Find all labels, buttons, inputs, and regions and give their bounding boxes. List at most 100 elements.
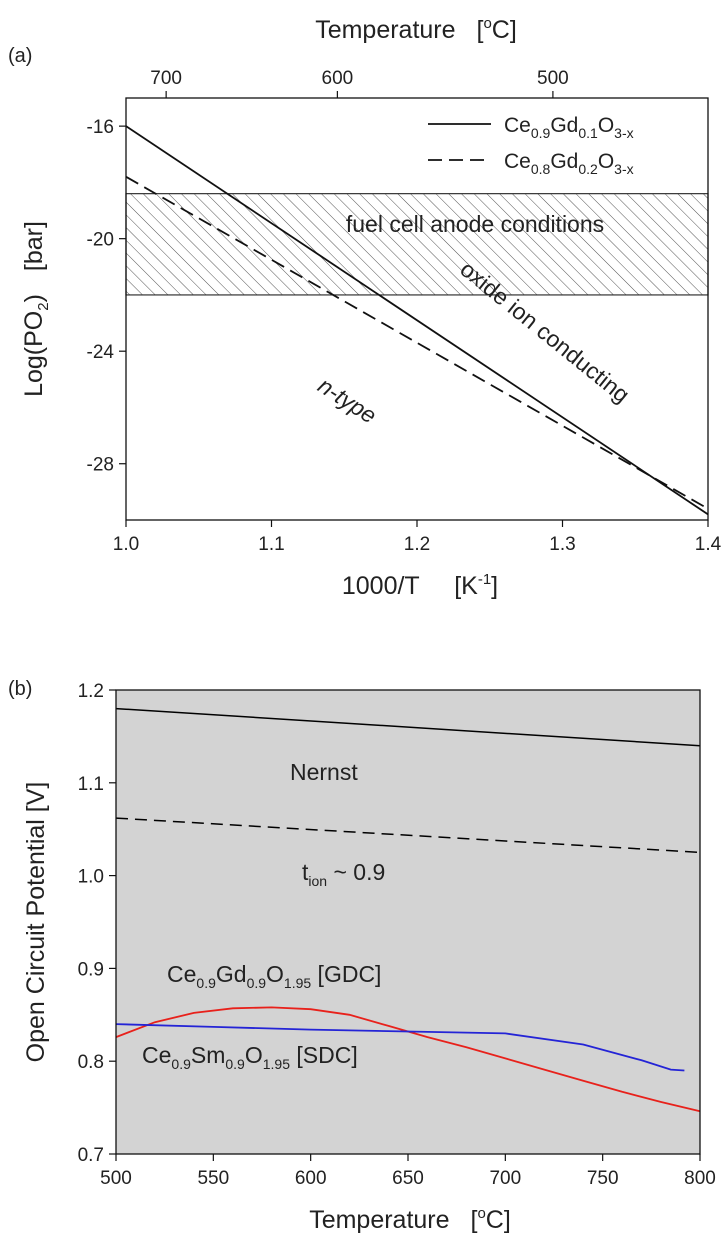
panel-a-top-axis-unit-pre: [ — [477, 16, 484, 44]
label-part: Ce — [504, 114, 531, 137]
label-part: t — [302, 859, 309, 885]
x-tick-label: 600 — [295, 1168, 327, 1189]
panel-b-plot-background — [116, 690, 700, 1154]
panel-a: (a) Temperature [oC] 1.0 1.1 1.2 1.3 1.4 -1 6… — [8, 15, 722, 600]
series-line-sdc — [115, 1023, 685, 1072]
panel-a-x-axis-title: 1000/T [K-1] — [342, 571, 498, 600]
label-tion: tion ~ 0.9 — [302, 859, 385, 889]
panel-b-x-axis-title: Temperature [oC] — [309, 1205, 511, 1234]
panel-a-x-axis-unit-sup: -1 — [478, 571, 491, 588]
label-part: Nernst — [290, 759, 358, 785]
panel-a-top-axis-unit-post: C] — [492, 16, 517, 44]
label-part: Sm — [191, 1042, 226, 1068]
label-part: Ce — [167, 961, 196, 987]
panel-b-x-ticks: 500 550 600 650 700 750 800 — [100, 1154, 716, 1189]
y-tick-label: 0.7 — [78, 1145, 104, 1166]
x-tick-label: 1.4 — [695, 534, 722, 555]
panel-a-x-axis-label: 1000/T — [342, 572, 420, 600]
label-part: Gd — [216, 961, 247, 987]
label-part: O — [598, 150, 614, 173]
panel-b-y-ticks: 0.7 0.8 0.9 1.0 1.1 1.2 — [78, 681, 116, 1166]
x-tick-label: 500 — [100, 1168, 132, 1189]
label-part: 1.95 — [284, 975, 311, 991]
legend-label-ce09gd01: Ce0.9Gd0.1O3-x — [504, 114, 634, 141]
panel-b-x-axis-label: Temperature — [309, 1206, 449, 1234]
x-tick-label: 1.1 — [258, 534, 284, 555]
top-tick-label: 500 — [537, 68, 569, 89]
series-line-ce09gd01 — [125, 125, 709, 516]
panel-a-x-ticks: 1.0 1.1 1.2 1.3 1.4 — [113, 520, 722, 555]
panel-b-x-axis-unit-sup: o — [477, 1205, 485, 1222]
label-part: O — [266, 961, 284, 987]
x-tick-label: 750 — [587, 1168, 619, 1189]
label-part: 1.95 — [263, 1056, 290, 1072]
y-tick-label: 0.8 — [78, 1052, 104, 1073]
label-part: [SDC] — [290, 1042, 358, 1068]
label-part: 0.1 — [578, 125, 598, 141]
anode-conditions-region — [125, 193, 709, 296]
series-line-ce08gd02 — [125, 175, 709, 510]
panel-a-y-axis-title: Log(PO2) [bar] — [20, 221, 52, 397]
panel-a-y-axis-unit: [bar] — [20, 221, 48, 271]
label-part: ion — [308, 873, 327, 889]
x-tick-label: 700 — [489, 1168, 521, 1189]
panel-b-x-axis-unit-pre: [ — [471, 1206, 478, 1234]
label-part: 0.9 — [531, 125, 551, 141]
y-tick-label: -24 — [87, 342, 115, 363]
top-tick-label: 700 — [150, 68, 182, 89]
panel-a-legend: Ce0.9Gd0.1O3-x Ce0.8Gd0.2O3-x — [428, 114, 634, 177]
x-tick-label: 1.2 — [404, 534, 430, 555]
x-tick-label: 1.0 — [113, 534, 139, 555]
panel-a-y-axis-label-sub: 2 — [35, 302, 52, 310]
label-part: 0.9 — [171, 1056, 191, 1072]
label-part: 0.2 — [578, 161, 598, 177]
label-sdc: Ce0.9Sm0.9O1.95 [SDC] — [142, 1042, 358, 1072]
legend-label-ce08gd02: Ce0.8Gd0.2O3-x — [504, 150, 634, 177]
label-part: ~ 0.9 — [327, 859, 385, 885]
panel-a-y-axis-label-prefix: Log(PO — [20, 311, 48, 397]
label-part: Gd — [550, 114, 578, 137]
series-line-tion — [115, 817, 701, 854]
label-gdc: Ce0.9Gd0.9O1.95 [GDC] — [167, 961, 381, 991]
y-tick-label: 0.9 — [78, 959, 104, 980]
annotation-n-type: n-type — [313, 372, 381, 429]
x-tick-label: 1.3 — [549, 534, 575, 555]
label-part: 3-x — [614, 125, 633, 141]
panel-b-y-axis-title: Open Circuit Potential [V] — [22, 782, 50, 1063]
label-part: Ce — [504, 150, 531, 173]
y-tick-label: -28 — [87, 455, 114, 476]
label-part: O — [598, 114, 614, 137]
top-tick-label: 600 — [322, 68, 354, 89]
y-tick-label: 1.2 — [78, 681, 104, 702]
annotation-fuel-cell-anode: fuel cell anode conditions — [346, 211, 604, 237]
label-part: 0.9 — [225, 1056, 245, 1072]
x-tick-label: 650 — [392, 1168, 424, 1189]
panel-a-top-axis-title: Temperature [oC] — [315, 15, 517, 44]
label-part: 0.9 — [247, 975, 267, 991]
panel-a-x-axis-unit-end: ] — [491, 572, 498, 600]
panel-a-x-axis-unit: [K — [454, 572, 478, 600]
x-tick-label: 800 — [684, 1168, 716, 1189]
panel-a-y-axis-label-suffix: ) — [20, 294, 48, 302]
label-part: Gd — [550, 150, 578, 173]
label-part: 0.9 — [196, 975, 216, 991]
panel-a-top-axis-unit-sup: o — [483, 15, 491, 32]
panel-a-label: (a) — [8, 45, 32, 67]
label-part: 3-x — [614, 161, 633, 177]
panel-b: (b) 500 550 600 650 700 750 800 0.7 0.8 0.9 1.0 1.… — [8, 678, 716, 1234]
panel-b-label: (b) — [8, 678, 32, 700]
y-tick-label: 1.0 — [78, 867, 104, 888]
series-line-nernst — [115, 707, 701, 747]
label-part: O — [245, 1042, 263, 1068]
panel-a-y-ticks: -16 -20 -24 -28 — [87, 117, 126, 476]
x-tick-label: 550 — [197, 1168, 229, 1189]
panel-a-top-axis-title-text: Temperature — [315, 16, 455, 44]
y-tick-label: -20 — [87, 230, 114, 251]
y-tick-label: 1.1 — [78, 774, 104, 795]
panel-b-x-axis-unit-post: C] — [486, 1206, 511, 1234]
label-part: 0.8 — [531, 161, 551, 177]
label-part: Ce — [142, 1042, 171, 1068]
label-nernst: Nernst — [290, 759, 358, 785]
label-part: [GDC] — [311, 961, 381, 987]
